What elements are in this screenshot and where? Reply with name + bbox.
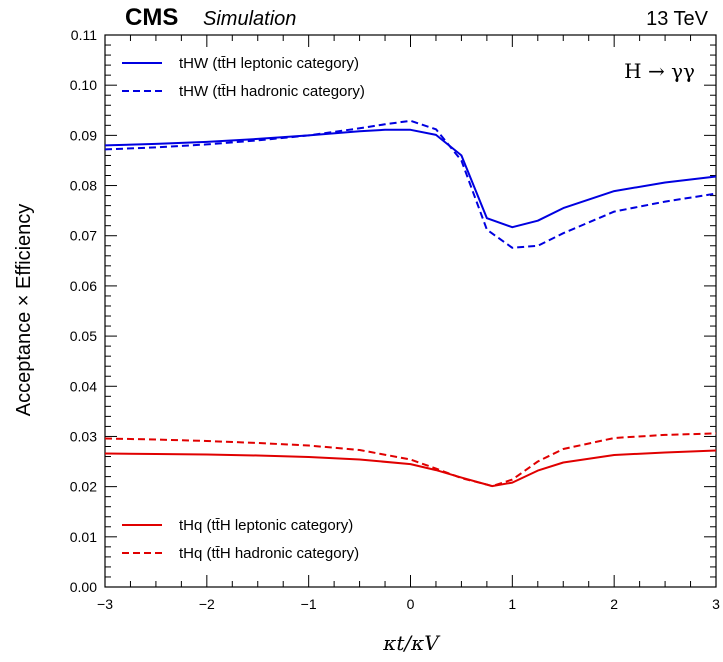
series-layer: [104, 119, 717, 488]
y-tick-label: 0.07: [70, 228, 97, 244]
y-tick-label: 0.04: [70, 378, 97, 394]
legend-label: tHW (tt̄H hadronic category): [179, 83, 365, 100]
series-line-thq-tt-h-hadronic-category: [104, 432, 717, 488]
energy-label: 13 TeV: [646, 8, 709, 30]
axis-ticks: −3 −2 −1 0 1 2 3 0.00 0.01 0.02 0.03 0.04 0.05 0.06 0.…: [70, 27, 720, 612]
x-axis-title: κt/κV: [382, 631, 441, 655]
legend-label: tHq (tt̄H leptonic category): [179, 517, 353, 534]
legend: tHW (tt̄H leptonic category) tHW (tt̄H ha…: [122, 55, 365, 562]
x-tick-label: 0: [407, 596, 415, 612]
x-tick-label: −1: [301, 596, 317, 612]
y-tick-label: 0.11: [71, 27, 97, 43]
status-label: Simulation: [203, 8, 296, 30]
y-tick-label: 0.05: [70, 328, 97, 344]
y-tick-label: 0.06: [70, 278, 97, 294]
x-tick-label: 3: [712, 596, 720, 612]
plot-frame: [104, 34, 717, 588]
y-tick-label: 0.09: [70, 127, 97, 143]
y-axis-title: Acceptance × Efficiency: [13, 204, 35, 417]
x-tick-label: −2: [199, 596, 215, 612]
process-label: H → γγ: [624, 59, 695, 83]
series-line-thq-tt-h-leptonic-category: [104, 449, 717, 488]
series-line-thw-tt-h-hadronic-category: [104, 119, 717, 249]
x-tick-label: 2: [610, 596, 618, 612]
x-tick-label: 1: [508, 596, 516, 612]
experiment-label: CMS: [125, 4, 178, 31]
x-tick-label: −3: [97, 596, 113, 612]
y-tick-label: 0.10: [70, 77, 97, 93]
y-tick-label: 0.00: [70, 579, 97, 595]
series-line-thw-tt-h-leptonic-category: [104, 128, 717, 229]
legend-label: tHq (tt̄H hadronic category): [179, 545, 359, 562]
y-tick-label: 0.02: [70, 479, 97, 495]
legend-label: tHW (tt̄H leptonic category): [179, 55, 359, 72]
y-tick-label: 0.01: [70, 529, 97, 545]
y-tick-label: 0.03: [70, 428, 97, 444]
y-tick-label: 0.08: [70, 178, 97, 194]
